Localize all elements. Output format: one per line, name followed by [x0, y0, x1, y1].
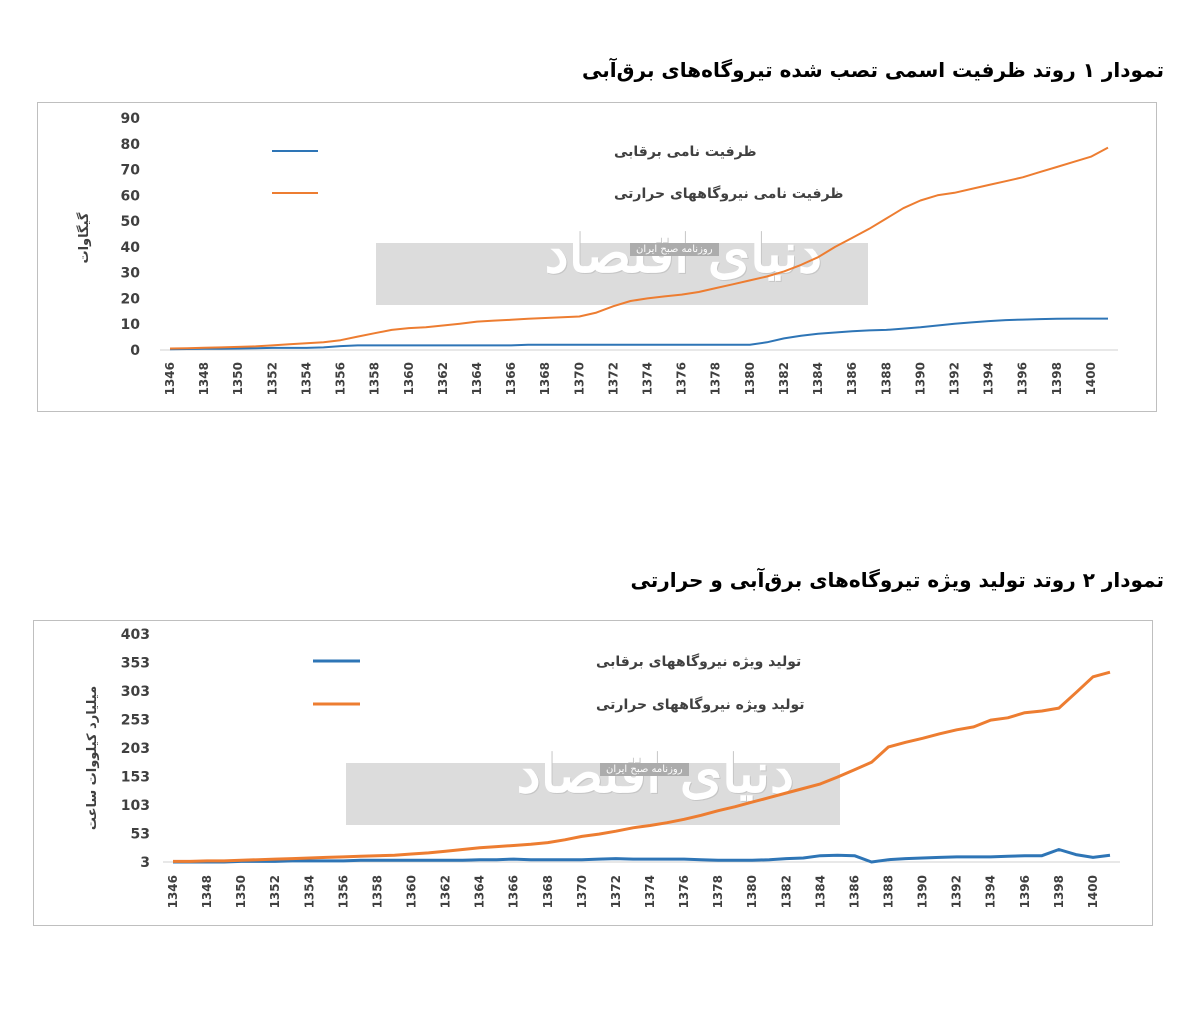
x-tick-label: 1374	[641, 362, 655, 395]
x-tick-label: 1386	[847, 875, 861, 908]
y-tick-label: 353	[121, 656, 150, 672]
series-line-thermal	[173, 670, 1111, 863]
x-tick-label: 1354	[302, 875, 316, 908]
x-tick-label: 1358	[370, 875, 384, 908]
x-tick-label: 1364	[473, 875, 487, 908]
x-tick-label: 1400	[1086, 875, 1100, 908]
x-tick-label: 1378	[709, 362, 723, 395]
x-tick-label: 1346	[163, 362, 177, 395]
y-tick-label: 153	[121, 770, 150, 786]
x-tick-label: 1356	[336, 875, 350, 908]
x-tick-label: 1360	[402, 362, 416, 395]
x-tick-label: 1372	[609, 875, 623, 908]
y-tick-label: 70	[121, 163, 141, 179]
y-tick-label: 90	[121, 111, 141, 127]
chart-1-watermark: دنیای اقتصاد روزنامه صبح ایران	[376, 221, 868, 305]
y-tick-label: 253	[121, 713, 150, 729]
x-tick-label: 1370	[572, 362, 586, 395]
x-tick-label: 1374	[643, 875, 657, 908]
x-tick-label: 1346	[166, 875, 180, 908]
x-tick-label: 1348	[200, 875, 214, 908]
x-tick-label: 1350	[234, 875, 248, 908]
y-tick-label: 40	[121, 240, 141, 256]
x-tick-label: 1368	[538, 362, 552, 395]
x-tick-label: 1386	[845, 362, 859, 395]
chart-1-watermark-tagline: روزنامه صبح ایران	[630, 243, 719, 256]
x-tick-label: 1392	[950, 875, 964, 908]
x-tick-label: 1362	[439, 875, 453, 908]
x-tick-label: 1348	[197, 362, 211, 395]
chart-1-title: تمودار ۱ روتد ظرفیت اسمی تصب شده تیروگاه…	[582, 58, 1164, 82]
x-tick-label: 1390	[916, 875, 930, 908]
y-tick-label: 103	[121, 798, 150, 814]
y-tick-label: 203	[121, 741, 150, 757]
x-tick-label: 1380	[745, 875, 759, 908]
y-tick-label: 3	[140, 855, 150, 871]
legend-label: ظرفیت نامی برقابی	[614, 144, 757, 160]
y-tick-label: 53	[131, 827, 150, 843]
legend-label: تولید ویژه نیروگاههای حرارتی	[596, 696, 805, 713]
legend-label: ظرفیت نامی نیروگاههای حرارتی	[614, 185, 843, 202]
x-tick-label: 1368	[541, 875, 555, 908]
legend-label: تولید ویژه نیروگاههای برقابی	[596, 653, 801, 670]
x-tick-label: 1384	[813, 875, 827, 908]
x-tick-label: 1356	[334, 362, 348, 395]
x-tick-label: 1350	[231, 362, 245, 395]
x-tick-label: 1384	[811, 362, 825, 395]
chart-2-watermark-tagline: روزنامه صبح ایران	[600, 763, 689, 776]
y-axis-title: میلیارد کیلووات ساعت	[85, 686, 100, 830]
chart-2-title: تمودار ۲ روتد تولید ویژه تیروگاه‌های برق…	[630, 568, 1164, 592]
x-tick-label: 1388	[882, 875, 896, 908]
x-tick-label: 1382	[777, 362, 791, 395]
x-tick-label: 1376	[675, 362, 689, 395]
series-line-hydro	[169, 317, 1108, 351]
x-tick-label: 1382	[779, 875, 793, 908]
x-tick-label: 1366	[507, 875, 521, 908]
x-tick-label: 1388	[879, 362, 893, 395]
x-tick-label: 1394	[982, 362, 996, 395]
x-tick-label: 1396	[1016, 362, 1030, 395]
x-tick-label: 1366	[504, 362, 518, 395]
y-tick-label: 20	[121, 291, 141, 307]
x-tick-label: 1362	[436, 362, 450, 395]
y-tick-label: 50	[121, 214, 141, 230]
y-tick-label: 60	[121, 188, 141, 204]
x-tick-label: 1378	[711, 875, 725, 908]
x-tick-label: 1390	[913, 362, 927, 395]
x-tick-label: 1360	[405, 875, 419, 908]
x-tick-label: 1396	[1018, 875, 1032, 908]
y-axis-title: گیگاوات	[76, 212, 92, 263]
series-line-thermal	[169, 146, 1109, 350]
x-tick-label: 1352	[268, 875, 282, 908]
series-line-hydro	[173, 848, 1111, 864]
x-tick-label: 1354	[299, 362, 313, 395]
y-tick-label: 403	[121, 627, 150, 643]
x-tick-label: 1352	[265, 362, 279, 395]
y-tick-label: 30	[121, 266, 141, 282]
x-tick-label: 1370	[575, 875, 589, 908]
x-tick-label: 1398	[1052, 875, 1066, 908]
y-tick-label: 303	[121, 684, 150, 700]
x-tick-label: 1372	[606, 362, 620, 395]
x-tick-label: 1380	[743, 362, 757, 395]
x-tick-label: 1400	[1084, 362, 1098, 395]
x-tick-label: 1398	[1050, 362, 1064, 395]
y-tick-label: 80	[121, 137, 141, 153]
y-tick-label: 10	[121, 317, 141, 333]
x-tick-label: 1376	[677, 875, 691, 908]
chart-2-watermark: دنیای اقتصاد روزنامه صبح ایران	[346, 741, 840, 825]
x-tick-label: 1358	[368, 362, 382, 395]
x-tick-label: 1392	[948, 362, 962, 395]
x-tick-label: 1394	[984, 875, 998, 908]
x-tick-label: 1364	[470, 362, 484, 395]
y-tick-label: 0	[130, 343, 140, 359]
